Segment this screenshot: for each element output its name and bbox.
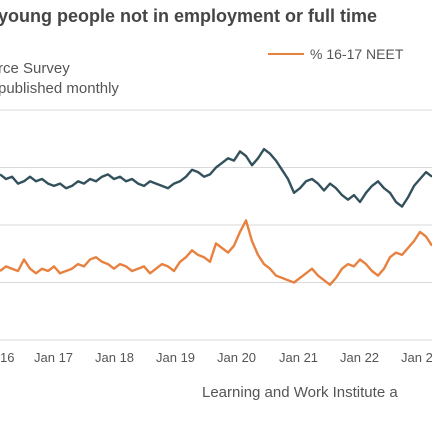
legend: % 16-17 NEET — [268, 46, 403, 62]
x-tick-label-3: Jan 19 — [156, 350, 195, 365]
x-tick-label-1: Jan 17 — [34, 350, 73, 365]
x-tick-label-4: Jan 20 — [217, 350, 256, 365]
series-line-0 — [0, 147, 432, 208]
chart-title: young people not in employment or full t… — [0, 6, 378, 26]
x-tick-label-0: 16 — [0, 350, 14, 365]
series-line-1 — [0, 219, 432, 286]
x-tick-label-7: Jan 2 — [401, 350, 432, 365]
x-tick-label-5: Jan 21 — [279, 350, 318, 365]
legend-label-16-17-neet: % 16-17 NEET — [310, 46, 404, 62]
legend-swatch-orange — [268, 53, 304, 55]
x-tick-label-6: Jan 22 — [340, 350, 379, 365]
subtitle-source: rce Survey — [0, 60, 70, 77]
x-tick-label-2: Jan 18 — [95, 350, 134, 365]
subtitle-frequency: published monthly — [0, 80, 119, 97]
source-credit: Learning and Work Institute a — [202, 384, 398, 401]
